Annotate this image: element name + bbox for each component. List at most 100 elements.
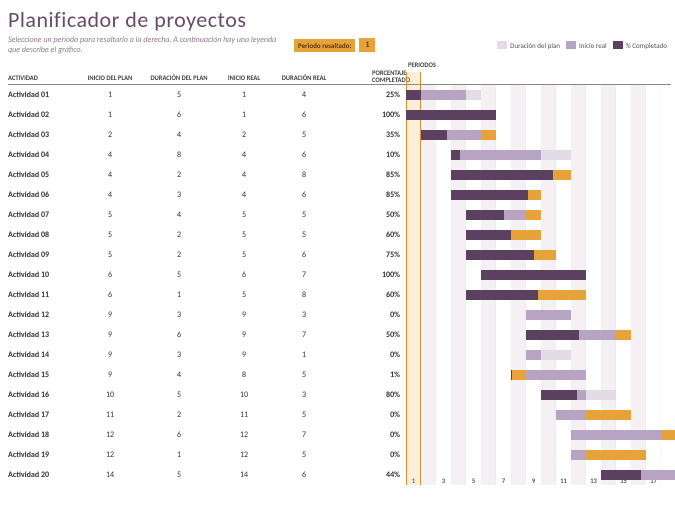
subtitle-text: Seleccione un período para resaltarlo a … xyxy=(8,35,288,55)
table-row: Actividad 064346 xyxy=(8,185,372,205)
cell-activity: Actividad 01 xyxy=(8,90,78,100)
page-title: Planificador de proyectos xyxy=(8,6,246,33)
cell-real-start: 9 xyxy=(216,310,272,320)
cell-plan-start: 11 xyxy=(78,410,142,420)
col-real-dur: DURACIÓN REAL xyxy=(272,75,336,82)
cell-real-dur: 5 xyxy=(272,130,336,140)
bar-real xyxy=(571,450,586,460)
cell-plan-start: 12 xyxy=(78,430,142,440)
table-row: Actividad 18126127 xyxy=(8,425,372,445)
grid-column xyxy=(616,85,631,485)
cell-plan-dur: 5 xyxy=(142,90,216,100)
cell-pct: 80% xyxy=(372,385,406,405)
grid-column xyxy=(481,85,496,485)
col-plan-dur: DURACIÓN DEL PLAN xyxy=(142,75,216,82)
bar-real xyxy=(526,350,541,360)
table-row: Actividad 095256 xyxy=(8,245,372,265)
bar-pct xyxy=(541,390,577,400)
table-row: Actividad 116158 xyxy=(8,285,372,305)
cell-real-dur: 1 xyxy=(272,350,336,360)
data-table: ACTIVIDAD INICIO DEL PLAN DURACIÓN DEL P… xyxy=(8,61,372,485)
table-row: Actividad 139697 xyxy=(8,325,372,345)
cell-real-start: 9 xyxy=(216,350,272,360)
cell-plan-dur: 8 xyxy=(142,150,216,160)
grid-column xyxy=(511,85,526,485)
cell-activity: Actividad 02 xyxy=(8,110,78,120)
col-pct: PORCENTAJE COMPLETADO xyxy=(372,70,406,84)
cell-real-start: 4 xyxy=(216,170,272,180)
bar-real-beyond xyxy=(526,210,541,220)
cell-plan-dur: 5 xyxy=(142,270,216,280)
cell-pct: 0% xyxy=(372,305,406,325)
cell-plan-dur: 6 xyxy=(142,430,216,440)
cell-activity: Actividad 06 xyxy=(8,190,78,200)
table-row: Actividad 075455 xyxy=(8,205,372,225)
highlight-value[interactable]: 1 xyxy=(359,38,375,52)
cell-activity: Actividad 07 xyxy=(8,210,78,220)
cell-real-start: 5 xyxy=(216,250,272,260)
cell-plan-dur: 4 xyxy=(142,130,216,140)
legend-label: Duración del plan xyxy=(510,41,560,50)
cell-pct: 1% xyxy=(372,365,406,385)
grid-column xyxy=(541,85,556,485)
cell-activity: Actividad 09 xyxy=(8,250,78,260)
cell-real-dur: 5 xyxy=(272,210,336,220)
bar-real-before xyxy=(511,370,526,380)
highlight-period-box[interactable]: Periodo resaltado: 1 xyxy=(294,38,375,52)
cell-activity: Actividad 12 xyxy=(8,310,78,320)
table-row: Actividad 20145146 xyxy=(8,465,372,485)
legend-item: % Completado xyxy=(613,41,667,50)
bar-pct xyxy=(511,370,512,380)
cell-plan-start: 1 xyxy=(78,90,142,100)
cell-real-dur: 6 xyxy=(272,470,336,480)
cell-activity: Actividad 19 xyxy=(8,450,78,460)
table-row: Actividad 149391 xyxy=(8,345,372,365)
legend: Duración del planInicio real% Completado xyxy=(497,41,667,50)
cell-plan-dur: 4 xyxy=(142,210,216,220)
cell-real-start: 5 xyxy=(216,230,272,240)
table-row: Actividad 159485 xyxy=(8,365,372,385)
cell-real-dur: 5 xyxy=(272,370,336,380)
bar-real xyxy=(451,150,541,160)
legend-swatch xyxy=(613,41,623,49)
grid-column xyxy=(586,85,601,485)
cell-real-start: 9 xyxy=(216,330,272,340)
cell-real-start: 4 xyxy=(216,150,272,160)
cell-real-start: 5 xyxy=(216,290,272,300)
cell-activity: Actividad 05 xyxy=(8,170,78,180)
highlight-label: Periodo resaltado: xyxy=(294,39,355,52)
cell-pct: 35% xyxy=(372,125,406,145)
bar-pct xyxy=(466,250,534,260)
cell-plan-start: 5 xyxy=(78,210,142,220)
cell-real-start: 11 xyxy=(216,410,272,420)
bar-pct xyxy=(451,170,553,180)
bar-real xyxy=(571,430,661,440)
bar-real xyxy=(526,310,571,320)
table-row: Actividad 16105103 xyxy=(8,385,372,405)
bar-pct xyxy=(466,290,538,300)
cell-pct: 0% xyxy=(372,345,406,365)
cell-real-dur: 8 xyxy=(272,170,336,180)
gantt-chart: PORCENTAJE COMPLETADO PERIODOS 123456789… xyxy=(372,61,671,485)
grid-column xyxy=(631,85,646,485)
cell-plan-start: 9 xyxy=(78,330,142,340)
cell-plan-start: 5 xyxy=(78,250,142,260)
cell-real-dur: 5 xyxy=(272,450,336,460)
bar-pct xyxy=(406,90,421,100)
cell-plan-dur: 3 xyxy=(142,190,216,200)
cell-pct: 100% xyxy=(372,265,406,285)
cell-real-dur: 7 xyxy=(272,430,336,440)
bar-real-beyond xyxy=(616,330,631,340)
bar-pct xyxy=(406,110,496,120)
col-plan-start: INICIO DEL PLAN xyxy=(78,75,142,82)
cell-activity: Actividad 17 xyxy=(8,410,78,420)
cell-activity: Actividad 20 xyxy=(8,470,78,480)
cell-real-start: 5 xyxy=(216,210,272,220)
cell-pct: 50% xyxy=(372,325,406,345)
grid-column xyxy=(421,85,436,485)
cell-pct: 0% xyxy=(372,405,406,425)
legend-swatch xyxy=(566,41,576,49)
table-row: Actividad 032425 xyxy=(8,125,372,145)
table-row: Actividad 085255 xyxy=(8,225,372,245)
bar-real xyxy=(556,410,586,420)
